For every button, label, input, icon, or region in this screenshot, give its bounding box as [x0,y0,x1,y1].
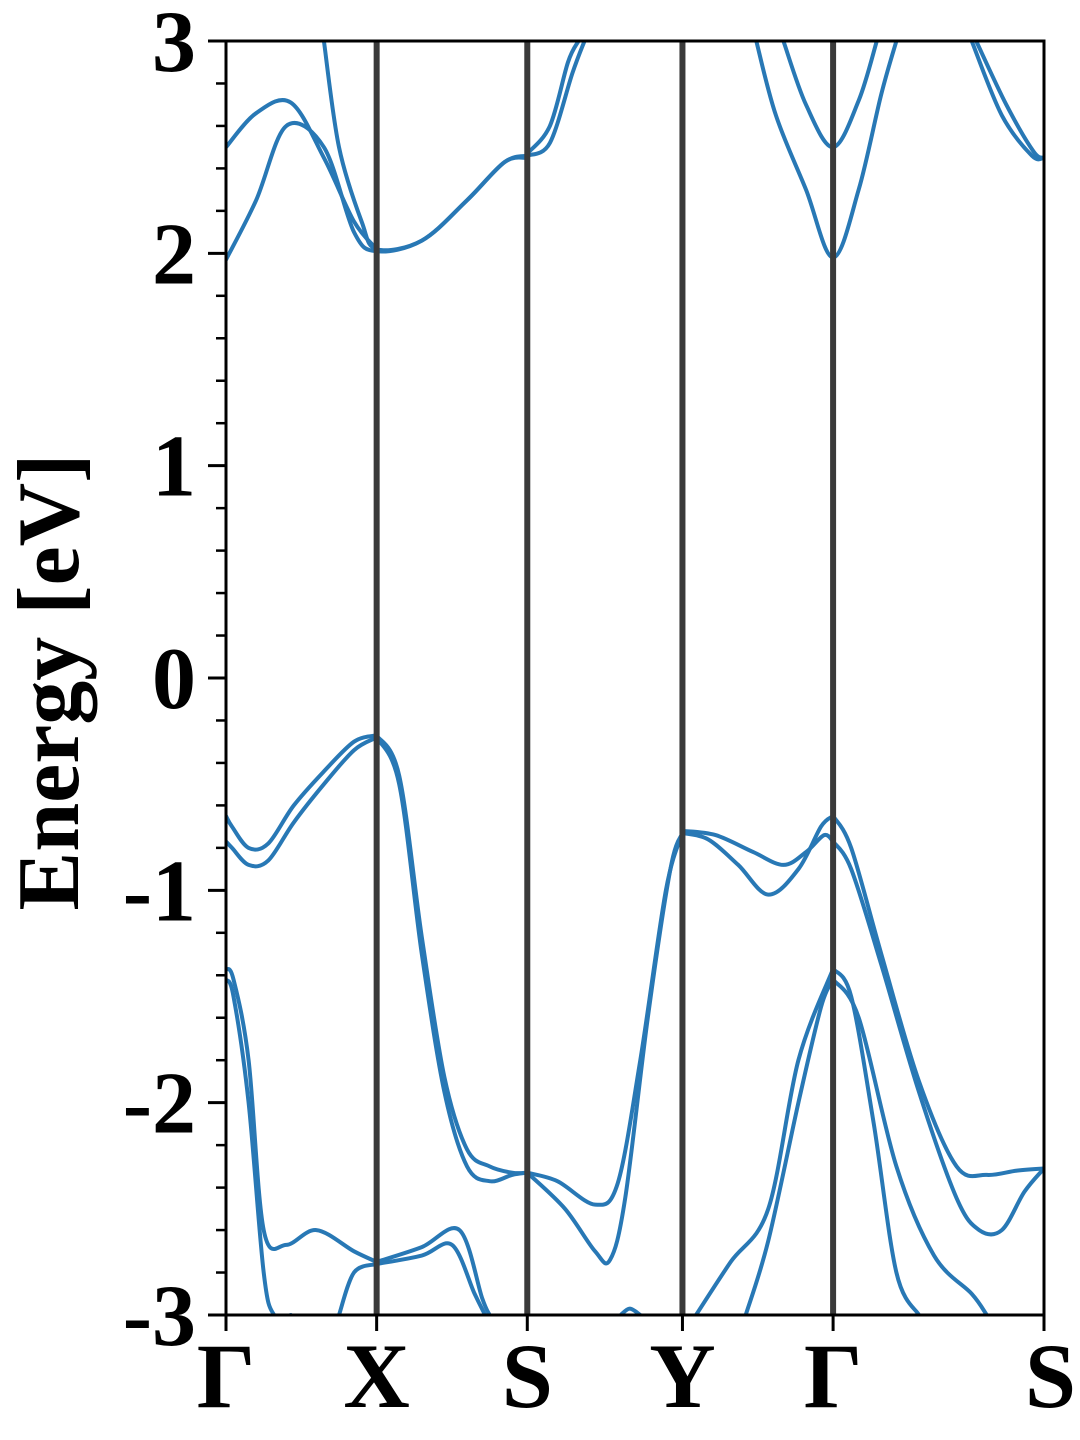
band-line-13 [374,733,530,1176]
band-line-29 [618,1306,643,1315]
x-tick-label-6: S [1025,1325,1076,1427]
y-axis-label: Energy [eV] [1,454,98,911]
band-line-6 [754,41,899,260]
x-tick-label-1: Γ [197,1325,256,1427]
y-tick-label: -1 [123,843,196,940]
band-line-10 [226,733,379,852]
band-line-19 [831,839,1044,1237]
band-line-18 [831,814,1044,1179]
band-line-23 [374,1241,488,1315]
band-lines [226,41,1044,1315]
x-tick-label-4: Y [649,1325,715,1427]
x-tick-label-3: S [502,1325,553,1427]
band-line-14 [525,831,685,1207]
band-line-5 [525,41,581,156]
x-tick-label-2: X [343,1325,409,1427]
band-line-17 [680,828,836,867]
high-symmetry-lines [373,41,837,1315]
y-tick-label: 1 [152,419,196,516]
band-line-9 [974,41,1044,160]
band-line-16 [680,814,836,897]
plot-frame [224,39,1046,1317]
band-line-11 [226,735,379,869]
band-line-28 [831,977,989,1315]
y-tick-label: 0 [152,631,196,728]
band-line-20 [226,966,379,1264]
band-line-21 [226,977,293,1315]
band-line-26 [743,977,836,1315]
y-tick-label: -3 [123,1268,196,1365]
band-line-15 [525,831,685,1266]
band-line-27 [831,966,921,1315]
band-line-3 [321,41,530,253]
x-tick-label-5: Γ [804,1325,863,1427]
band-line-25 [694,966,836,1315]
y-axis-ticks: -3 -2 -1 0 1 2 3 [123,0,226,1365]
y-tick-label: -2 [123,1056,196,1153]
y-tick-label: 3 [152,0,196,91]
band-line-22 [374,1226,492,1315]
band-line-4 [525,41,587,158]
y-tick-label: 2 [152,206,196,303]
band-line-24 [337,1262,379,1315]
